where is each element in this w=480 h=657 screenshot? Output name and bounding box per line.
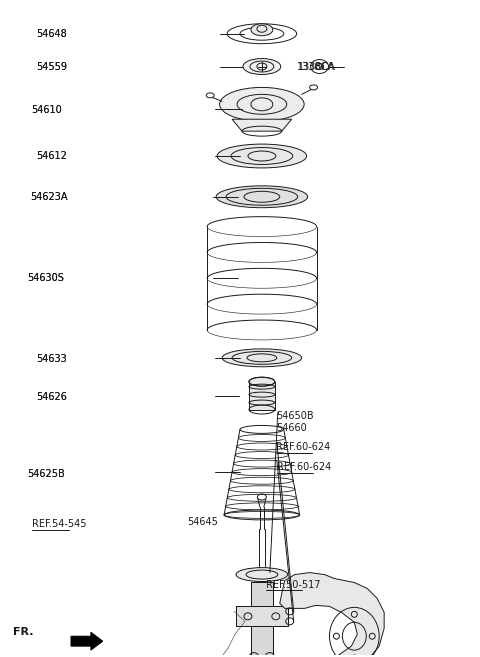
- Polygon shape: [280, 573, 384, 657]
- Text: 54645: 54645: [188, 518, 218, 528]
- Text: 54610: 54610: [31, 104, 62, 115]
- Bar: [251, 581, 273, 657]
- Text: 54610: 54610: [31, 104, 62, 115]
- Text: 54648: 54648: [36, 29, 67, 39]
- Text: 54626: 54626: [36, 392, 67, 402]
- Ellipse shape: [217, 144, 307, 168]
- Ellipse shape: [220, 87, 304, 121]
- Text: 54623A: 54623A: [30, 193, 68, 202]
- Text: REF.60-624: REF.60-624: [277, 462, 332, 472]
- Text: 54559: 54559: [36, 62, 67, 72]
- Text: 54625B: 54625B: [28, 468, 65, 478]
- Text: 54559: 54559: [36, 62, 67, 72]
- Text: 54633: 54633: [36, 353, 67, 363]
- Ellipse shape: [222, 349, 301, 367]
- Text: 54660: 54660: [276, 423, 307, 433]
- Text: 54623A: 54623A: [30, 193, 68, 202]
- Text: 54630S: 54630S: [28, 273, 64, 283]
- Bar: [251, 581, 273, 657]
- Text: 1338CA: 1338CA: [298, 62, 336, 72]
- Text: 54626: 54626: [36, 392, 67, 402]
- Text: 54612: 54612: [36, 151, 67, 161]
- Ellipse shape: [243, 58, 281, 74]
- Bar: [236, 606, 288, 626]
- Ellipse shape: [236, 568, 288, 581]
- Text: 54612: 54612: [36, 151, 67, 161]
- Text: 54633: 54633: [36, 353, 67, 363]
- Text: 54625B: 54625B: [28, 468, 65, 478]
- Polygon shape: [71, 632, 103, 650]
- Polygon shape: [232, 119, 292, 131]
- Text: FR.: FR.: [13, 627, 34, 637]
- Ellipse shape: [216, 186, 308, 208]
- Bar: [236, 606, 288, 626]
- Ellipse shape: [249, 377, 275, 386]
- Text: 54648: 54648: [36, 29, 67, 39]
- Text: REF.54-545: REF.54-545: [33, 520, 87, 530]
- Text: 1338CA: 1338CA: [297, 62, 335, 72]
- Text: 54650B: 54650B: [276, 411, 313, 421]
- Text: REF.50-517: REF.50-517: [266, 579, 321, 589]
- Text: 54630S: 54630S: [28, 273, 64, 283]
- Text: REF.60-624: REF.60-624: [276, 442, 330, 453]
- Ellipse shape: [251, 24, 273, 35]
- Bar: [249, 382, 275, 409]
